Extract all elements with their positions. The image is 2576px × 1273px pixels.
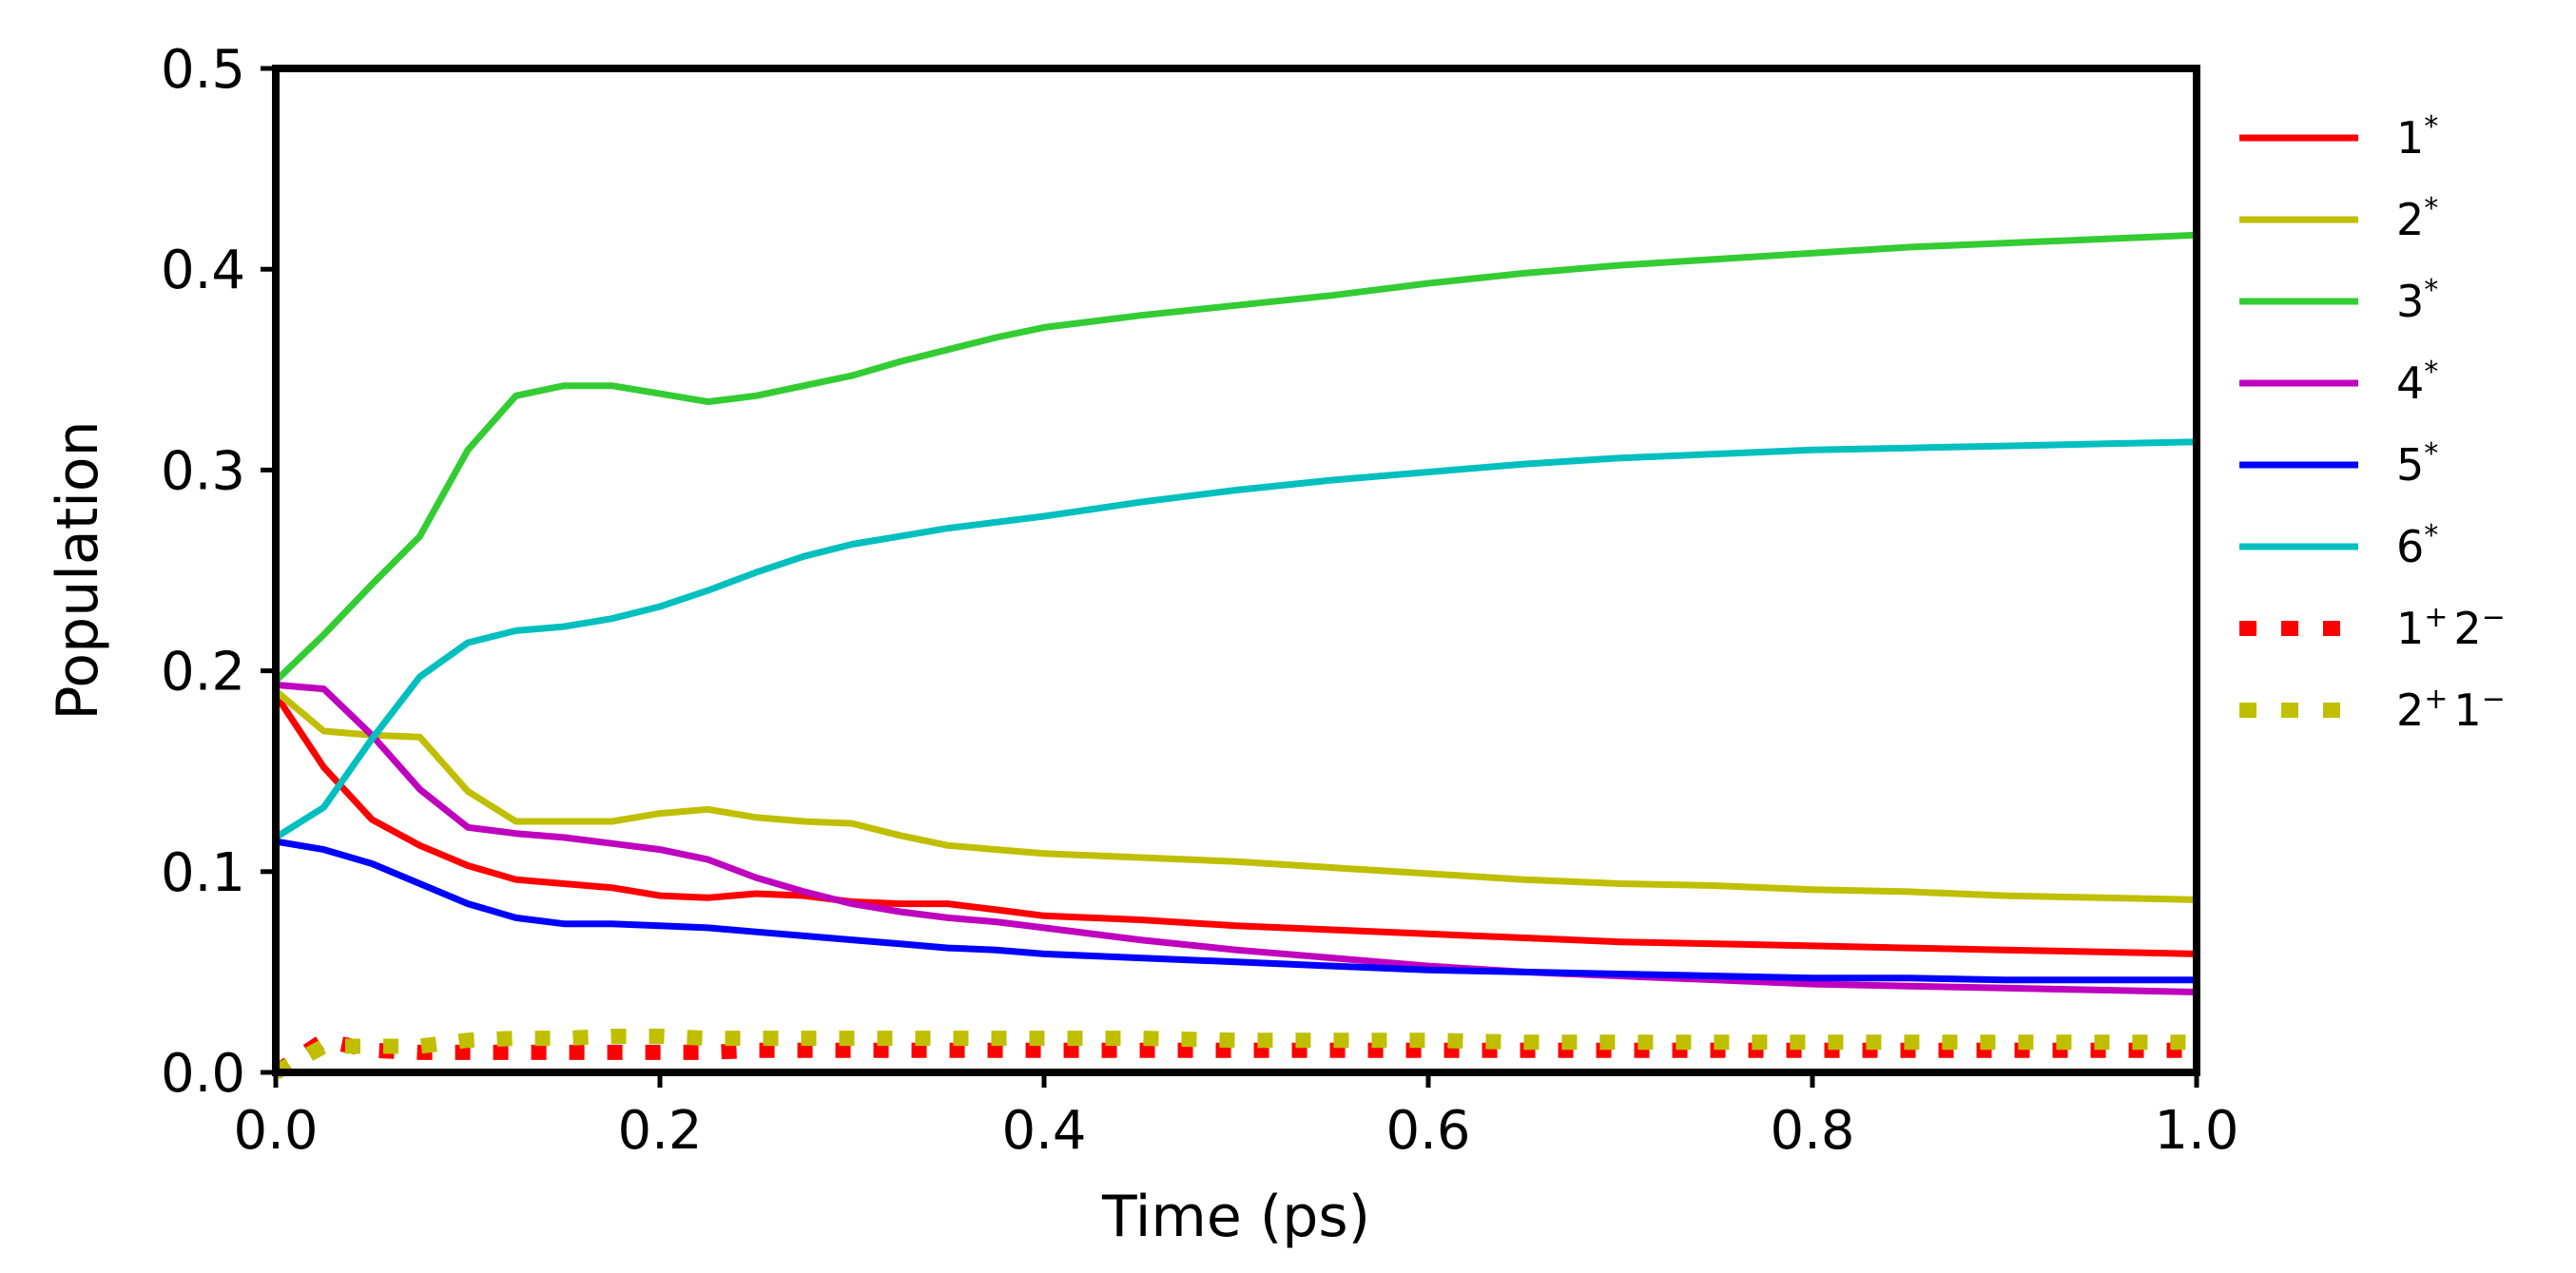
legend-label: 1* [2396,110,2438,164]
legend-label: 1+ 2− [2396,601,2506,654]
legend: 1* 2* 3* 4* 5* 6* 1+ 2− 2+ 1− [2239,110,2506,736]
legend-label: 6* [2396,519,2438,572]
x-tick-label: 0.4 [1001,1100,1086,1162]
legend-label: 4* [2396,356,2438,409]
x-tick-label: 0.8 [1770,1100,1854,1162]
legend-label: 2* [2396,192,2438,245]
series-line-1 [273,692,2198,957]
y-tick-label: 0.1 [161,842,245,904]
y-tick-label: 0.3 [161,440,245,502]
x-tick-label: 0.0 [233,1100,318,1162]
x-tick-label: 1.0 [2154,1100,2238,1162]
series-line-4 [275,681,2198,995]
y-axis-label: Population [45,420,111,720]
y-tick-label: 0.2 [161,642,245,704]
series-line-6 [274,438,2198,840]
legend-label: 3* [2396,274,2438,327]
series-line-7 [271,1032,2197,1079]
ticks-layer: 0.0 0.2 0.4 0.6 0.8 1.0 0.0 0.1 0.2 0.3 0.4 0.5 [161,39,2239,1162]
series-line-5 [275,838,2197,984]
plot-frame [272,65,2200,1076]
legend-label: 5* [2396,437,2438,491]
series-line-2 [273,688,2198,903]
x-tick-label: 0.6 [1385,1100,1470,1162]
legend-label: 2+ 1− [2396,683,2506,736]
y-tick-label: 0.0 [161,1043,245,1105]
x-axis-label: Time (ps) [1101,1184,1370,1250]
series-layer [271,231,2198,1080]
y-tick-label: 0.5 [161,39,245,101]
series-line-3 [273,231,2198,684]
y-tick-label: 0.4 [161,240,245,301]
x-tick-label: 0.2 [617,1100,702,1162]
series-line-8 [272,1029,2197,1080]
